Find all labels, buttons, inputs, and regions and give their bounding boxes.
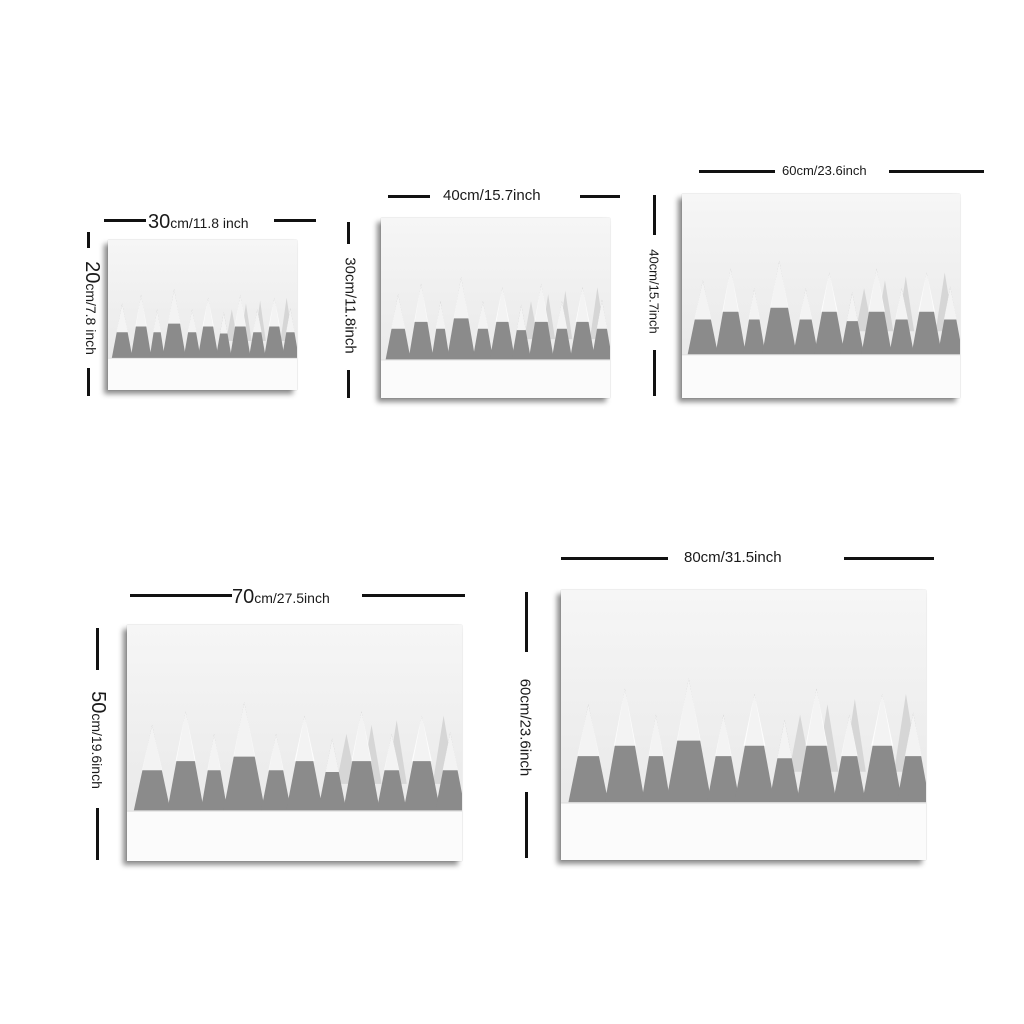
canvas-print-30x20 [108,240,297,390]
height-dimension-line-top [525,592,528,652]
height-dimension-label: 40cm/15.7inch [646,249,662,334]
width-dimension-line-left [104,219,146,222]
height-dimension-label: 60cm/23.6inch [516,678,534,777]
winter-forest-image [127,625,462,861]
width-dimension-line-right [274,219,316,222]
width-cm-value: 30 [148,211,171,233]
height-unit-text: cm/19.6inch [89,713,105,789]
canvas-print-70x50 [127,625,462,861]
width-dimension-line-left [388,195,430,198]
width-unit-text: cm/11.8 inch [170,215,249,231]
width-dimension-label: 70cm/27.5inch [232,587,330,607]
height-dimension-line-bottom [87,368,90,396]
width-dimension-label: 40cm/15.7inch [443,187,541,204]
width-dimension-line-right [844,557,934,560]
width-dimension-line-right [580,195,620,198]
winter-forest-image [381,218,610,398]
width-dimension-label: 80cm/31.5inch [684,549,782,566]
height-dimension-label: 30cm/11.8inch [341,257,359,354]
height-dimension-label: 20cm/7.8 inch [81,248,103,368]
height-unit-text: cm/7.8 inch [83,283,99,355]
width-dimension-label: 60cm/23.6inch [782,163,867,178]
winter-forest-image [682,194,960,398]
winter-forest-image [108,240,297,390]
height-dimension-line-top [96,628,99,670]
width-dimension-line-right [362,594,465,597]
height-dimension-line-top [347,222,350,244]
width-dimension-label: 30cm/11.8 inch [148,212,249,232]
height-dimension-line-bottom [347,370,350,398]
width-cm-value: 70 [232,586,255,608]
width-dimension-line-left [699,170,775,173]
winter-forest-image [561,590,926,860]
height-dimension-line-top [653,195,656,235]
height-dimension-line-top [87,232,90,248]
height-dimension-line-bottom [525,792,528,858]
canvas-print-40x30 [381,218,610,398]
height-cm-value: 20 [81,261,103,284]
canvas-print-80x60 [561,590,926,860]
height-dimension-line-bottom [96,808,99,860]
width-dimension-line-right [889,170,984,173]
height-cm-value: 50 [87,691,109,714]
width-unit-text: cm/27.5inch [254,590,330,606]
width-dimension-line-left [130,594,232,597]
height-dimension-line-bottom [653,350,656,396]
width-dimension-line-left [561,557,668,560]
canvas-print-60x40 [682,194,960,398]
height-dimension-label: 50cm/19.6inch [87,678,109,802]
